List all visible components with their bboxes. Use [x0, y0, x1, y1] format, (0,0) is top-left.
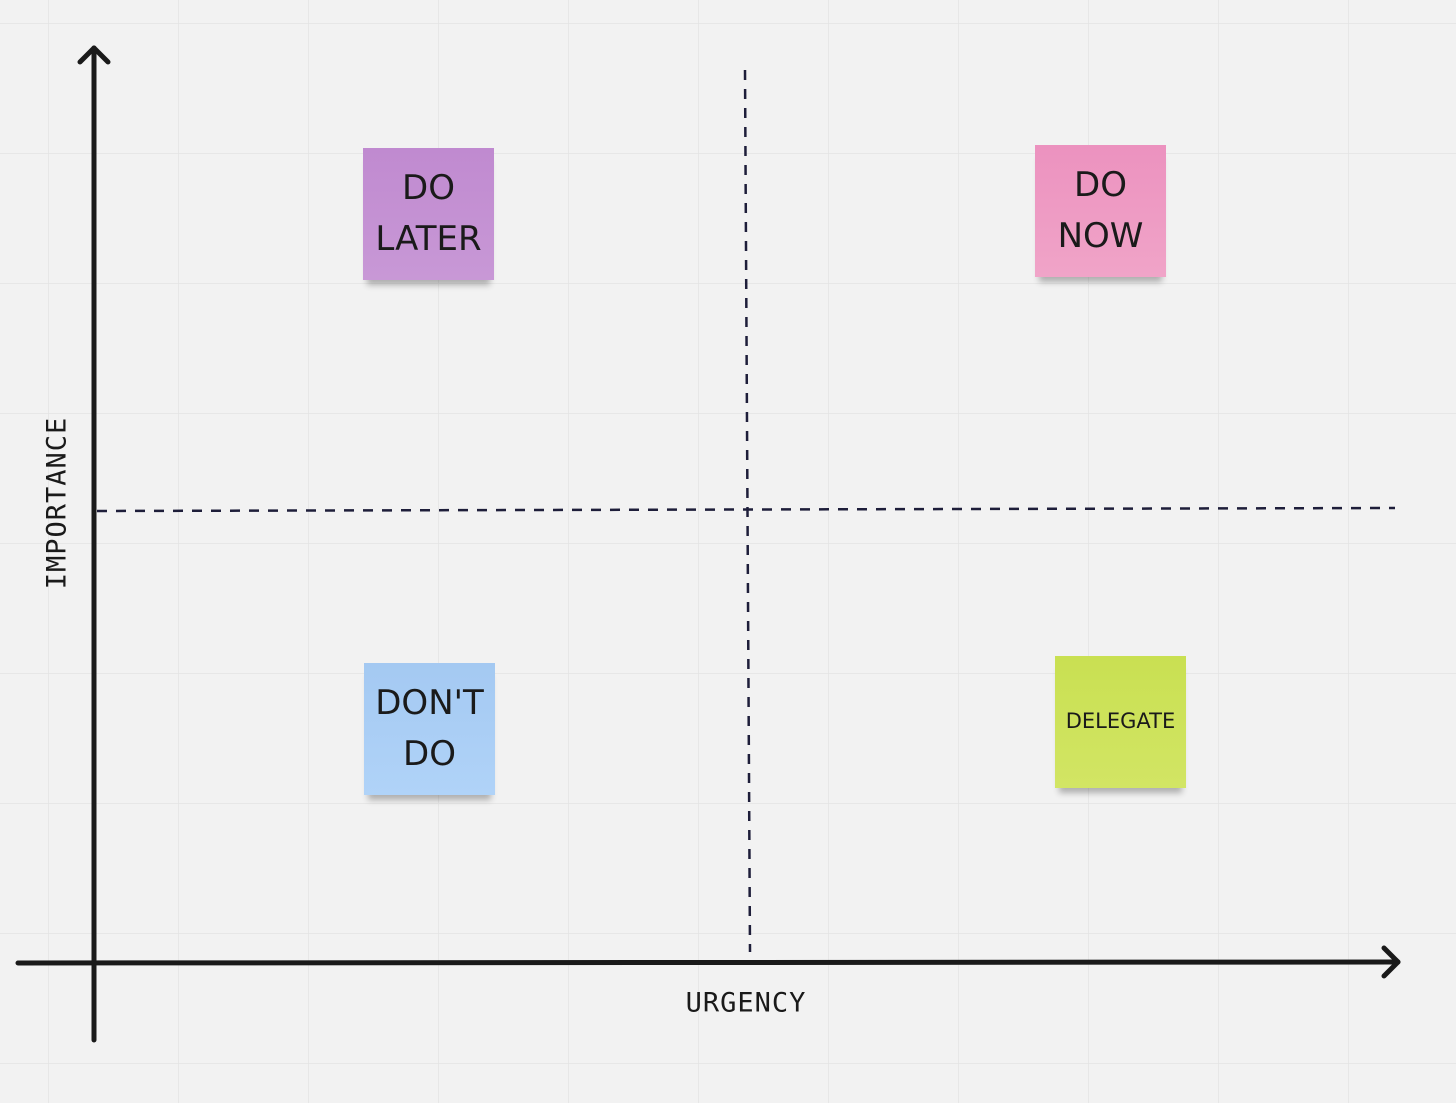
sticky-note[interactable]: DELEGATE	[1055, 656, 1186, 788]
y-axis-label: IMPORTANCE	[41, 416, 73, 590]
x-axis-arrow	[1381, 945, 1401, 979]
sticky-note[interactable]: DO NOW	[1035, 145, 1166, 277]
divider-horizontal	[96, 506, 1396, 513]
sticky-note[interactable]: DO LATER	[363, 148, 494, 280]
x-axis	[15, 959, 1401, 966]
y-axis-arrow	[77, 45, 111, 65]
sticky-note[interactable]: DON'T DO	[364, 663, 495, 795]
x-axis-label: URGENCY	[685, 987, 807, 1019]
divider-vertical	[743, 69, 752, 953]
